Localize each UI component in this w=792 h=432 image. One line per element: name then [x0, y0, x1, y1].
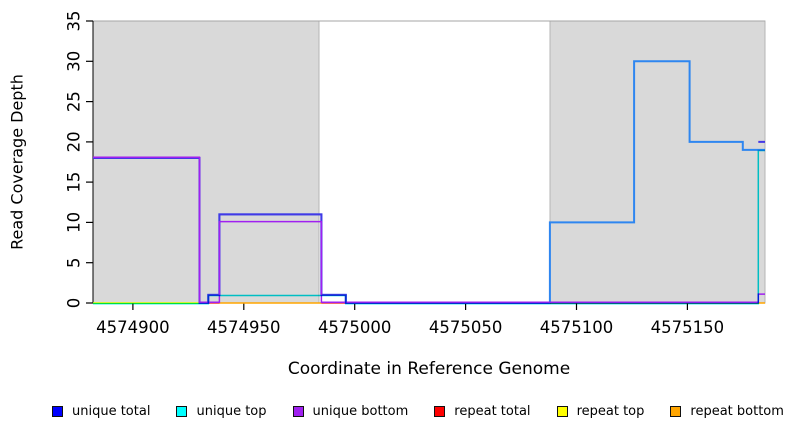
y-tick-label: 0 [65, 298, 84, 309]
series-unique-top [93, 149, 765, 305]
y-tick-label: 10 [65, 212, 84, 233]
legend-swatch-unique-total [52, 405, 63, 417]
y-tick-label: 35 [65, 11, 84, 32]
legend-item-repeat-total: repeat total [434, 403, 531, 419]
legend-label-repeat-bottom: repeat bottom [690, 403, 784, 419]
y-tick-label: 30 [65, 51, 84, 72]
legend-label-unique-total: unique total [72, 403, 151, 419]
x-tick-label: 4575100 [540, 318, 614, 337]
shaded-region [549, 20, 766, 304]
legend-item-unique-top: unique top [176, 403, 267, 419]
y-tick-label: 25 [65, 91, 84, 112]
legend-swatch-repeat-bottom [670, 405, 682, 417]
legend: unique total unique top unique bottom repea… [52, 400, 784, 422]
y-tick-label: 20 [65, 131, 84, 152]
legend-item-repeat-bottom: repeat bottom [670, 404, 784, 419]
y-axis-title: Read Coverage Depth [7, 74, 27, 250]
legend-item-repeat-top: repeat top [556, 403, 645, 419]
legend-label-repeat-top: repeat top [576, 403, 645, 419]
shaded-region [92, 20, 320, 304]
legend-label-unique-bottom: unique bottom [312, 403, 409, 419]
legend-item-unique-total: unique total [52, 404, 150, 419]
legend-label-repeat-total: repeat total [454, 403, 531, 419]
legend-swatch-unique-top [176, 405, 188, 417]
legend-label-unique-top: unique top [196, 403, 267, 419]
legend-item-unique-bottom: unique bottom [292, 403, 409, 419]
x-tick-label: 4575000 [318, 318, 392, 337]
x-axis-title: Coordinate in Reference Genome [287, 359, 571, 379]
y-tick-label: 5 [65, 257, 84, 268]
legend-swatch-repeat-top [556, 405, 568, 417]
y-tick-label: 15 [65, 172, 84, 193]
legend-swatch-repeat-total [434, 405, 446, 417]
x-tick-label: 4574950 [207, 318, 281, 337]
coverage-plot: 4574900 4574950 4575000 4575050 4575100 45751… [65, 11, 766, 337]
legend-swatch-unique-bottom [292, 405, 304, 417]
x-tick-label: 4575050 [429, 318, 503, 337]
x-tick-label: 4574900 [96, 318, 170, 337]
x-tick-label: 4575150 [651, 318, 725, 337]
